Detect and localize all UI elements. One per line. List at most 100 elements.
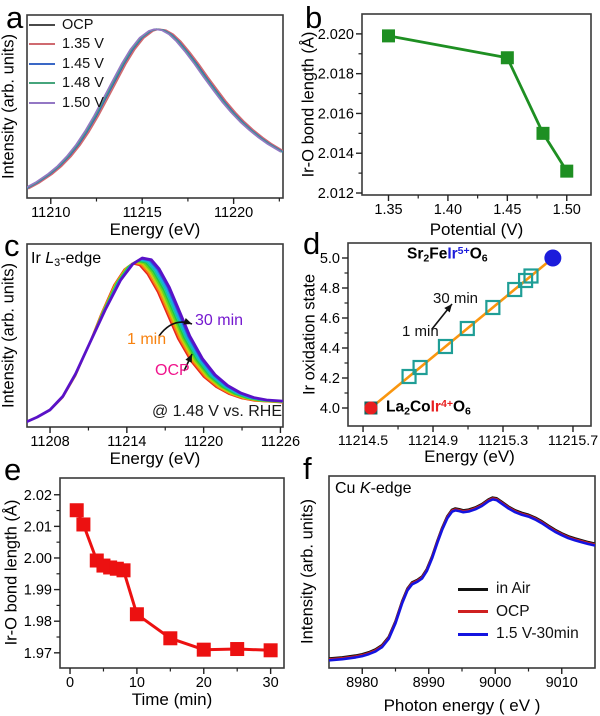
legend-item: OCP — [458, 601, 579, 624]
legend-line-swatch — [29, 62, 55, 65]
legend-item: 1.5 V-30min — [458, 623, 579, 646]
svg-text:30: 30 — [263, 675, 279, 691]
svg-text:2.012: 2.012 — [318, 186, 354, 202]
svg-text:1.35: 1.35 — [374, 202, 402, 218]
legend-label: 1.45 V — [62, 55, 104, 72]
panel-e: 0 10 20 30 1.97 1.98 1.99 2.00 2.01 2.02 e Time (… — [0, 452, 300, 712]
x-axis-label-c: Energy (eV) — [109, 449, 201, 468]
chart-b-canvas: 1.35 1.40 1.45 1.50 2.012 2.014 2.016 2.018 2.02… — [318, 13, 592, 218]
legend-label: 1.48 V — [62, 75, 104, 92]
svg-text:20: 20 — [196, 675, 212, 691]
annotation-ocp: OCP — [155, 362, 190, 379]
svg-text:2.02: 2.02 — [24, 488, 52, 504]
legend-label: 1.35 V — [62, 36, 104, 53]
svg-text:11220: 11220 — [184, 434, 223, 450]
svg-text:10: 10 — [129, 675, 145, 691]
chart-d-canvas: 11214.5 11214.9 11215.3 11215.7 4.0 4.2 4.4 4.6… — [320, 242, 598, 449]
panel-d: 11214.5 11214.9 11215.3 11215.7 4.0 4.2 4.4 4.6… — [300, 226, 600, 466]
panel-letter-b: b — [305, 0, 323, 35]
legend-item: 1.48 V — [29, 74, 104, 94]
edge-title-c: Ir L3-edge — [31, 250, 102, 270]
svg-text:5.0: 5.0 — [320, 251, 340, 267]
legend-line-swatch — [29, 43, 55, 46]
legend-item: 1.50 V — [29, 93, 104, 113]
svg-text:1.99: 1.99 — [24, 583, 52, 599]
svg-text:1.40: 1.40 — [434, 202, 462, 218]
legend-label: OCP — [496, 602, 530, 620]
edge-title-f: Cu K-edge — [335, 480, 412, 497]
panel-letter-e: e — [4, 452, 22, 487]
y-axis-label-e: Ir-O bond length (Å) — [2, 499, 21, 646]
panel-letter-c: c — [4, 228, 20, 263]
legend-line-swatch — [458, 610, 488, 614]
svg-text:2.020: 2.020 — [318, 27, 354, 43]
panel-f: 8980 8990 9000 9010 f Cu K-edge in Air OCP … — [298, 451, 600, 715]
y-axis-label-c: Intensity (arb. units) — [0, 263, 18, 408]
svg-text:2.016: 2.016 — [318, 106, 354, 122]
svg-text:1.98: 1.98 — [24, 614, 52, 630]
svg-text:2.00: 2.00 — [24, 551, 52, 567]
svg-text:1.45: 1.45 — [493, 202, 521, 218]
chart-e-canvas: 0 10 20 30 1.97 1.98 1.99 2.00 2.01 2.02 — [24, 477, 285, 691]
svg-text:11220: 11220 — [214, 205, 253, 221]
panel-letter-a: a — [6, 0, 24, 35]
svg-text:4.6: 4.6 — [320, 311, 340, 327]
svg-text:2.018: 2.018 — [318, 67, 354, 83]
svg-text:8980: 8980 — [346, 675, 378, 691]
svg-text:1.50: 1.50 — [553, 202, 581, 218]
panel-a: 11210 11215 11220 a OCP 1.35 V 1.45 V 1.48… — [0, 0, 300, 239]
x-axis-label-a: Energy (eV) — [109, 220, 201, 239]
legend-item: 1.35 V — [29, 35, 104, 55]
legend-a: OCP 1.35 V 1.45 V 1.48 V 1.50 V — [29, 15, 104, 113]
svg-text:2.014: 2.014 — [318, 146, 354, 162]
legend-line-swatch — [29, 82, 55, 85]
svg-text:1.97: 1.97 — [24, 646, 52, 662]
annotation-30min: 30 min — [433, 290, 479, 307]
formula-la2coiro6: La2CoIr4+O6 — [386, 398, 471, 418]
chart-a-canvas: 11210 11215 11220 — [26, 14, 284, 221]
svg-text:4.4: 4.4 — [320, 341, 340, 357]
svg-text:0: 0 — [66, 675, 74, 691]
panel-b: 1.35 1.40 1.45 1.50 2.012 2.014 2.016 2.018 2.02… — [299, 0, 600, 239]
x-axis-label-b: Potential (V) — [429, 220, 524, 239]
legend-label: OCP — [62, 16, 94, 33]
svg-text:4.8: 4.8 — [320, 281, 340, 297]
legend-label: 1.5 V-30min — [496, 625, 579, 643]
annotation-1min: 1 min — [127, 331, 167, 348]
legend-item: in Air — [458, 578, 579, 601]
y-axis-label-a: Intensity (arb. units) — [0, 34, 18, 179]
svg-text:11208: 11208 — [30, 434, 69, 450]
svg-text:11214: 11214 — [107, 434, 146, 450]
svg-text:9010: 9010 — [546, 675, 578, 691]
legend-line-swatch — [29, 23, 55, 26]
svg-text:4.0: 4.0 — [320, 401, 340, 417]
legend-line-swatch — [29, 101, 55, 104]
svg-text:11214.9: 11214.9 — [408, 433, 458, 449]
y-axis-label-b: Ir-O bond length (Å) — [299, 31, 318, 178]
x-axis-label-d: Energy (eV) — [424, 447, 515, 466]
svg-text:2.01: 2.01 — [24, 519, 52, 535]
svg-text:11214.5: 11214.5 — [338, 433, 388, 449]
annotation-condition: @ 1.48 V vs. RHE — [151, 403, 282, 420]
legend-f: in Air OCP 1.5 V-30min — [458, 578, 579, 646]
y-axis-label-d: Ir oxidation state — [300, 273, 319, 396]
svg-text:11210: 11210 — [31, 205, 70, 221]
annotation-30min: 30 min — [195, 312, 244, 329]
formula-sr2feiro6: Sr2FeIr5+O6 — [407, 245, 488, 265]
panel-letter-d: d — [303, 226, 321, 261]
panel-letter-f: f — [303, 451, 312, 486]
legend-line-swatch — [458, 632, 488, 636]
legend-item: 1.45 V — [29, 54, 104, 74]
y-axis-label-f: Intensity (arb. units) — [298, 499, 317, 644]
legend-label: in Air — [496, 580, 531, 598]
chart-c-canvas: 11208 11214 11220 11226 — [26, 243, 300, 450]
x-axis-label-f: Photon energy ( eV ) — [383, 696, 541, 715]
legend-item: OCP — [29, 15, 104, 35]
chart-f-canvas: 8980 8990 9000 9010 — [328, 475, 596, 691]
svg-text:8990: 8990 — [413, 675, 445, 691]
svg-text:11226: 11226 — [261, 434, 300, 450]
legend-label: 1.50 V — [62, 94, 104, 111]
svg-text:11215.3: 11215.3 — [478, 433, 528, 449]
panel-c: 11208 11214 11220 11226 c Ir L3-edge 30 min… — [0, 228, 300, 468]
